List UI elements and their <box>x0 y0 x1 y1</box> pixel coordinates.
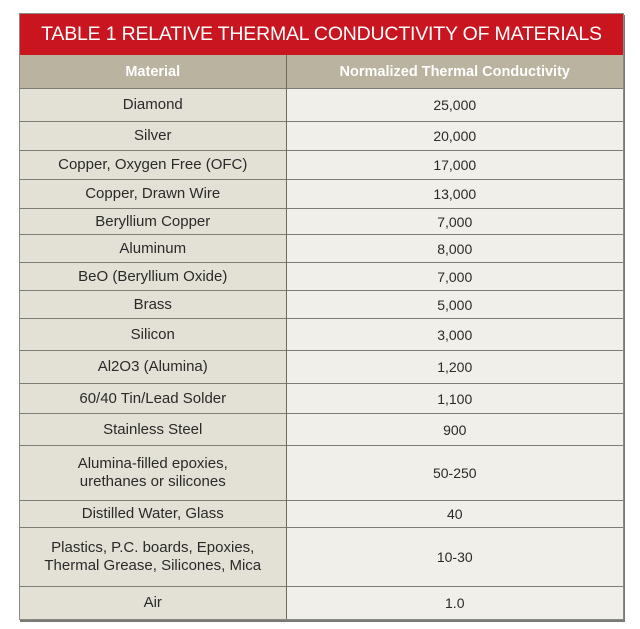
material-cell: Alumina-filled epoxies, urethanes or sili… <box>20 445 287 501</box>
material-line: Thermal Grease, Silicones, Mica <box>44 557 262 574</box>
table-row: Al2O3 (Alumina) 1,200 <box>20 350 623 384</box>
conductivity-cell: 40 <box>286 500 623 528</box>
material-cell: Diamond <box>20 88 287 122</box>
conductivity-cell: 3,000 <box>286 318 623 351</box>
material-cell: Air <box>20 586 287 619</box>
material-cell: Al2O3 (Alumina) <box>20 350 287 384</box>
conductivity-cell: 1,200 <box>286 350 623 384</box>
conductivity-cell: 1,100 <box>286 383 623 414</box>
material-line: Alumina-filled epoxies, <box>77 455 228 472</box>
table-title: TABLE 1 RELATIVE THERMAL CONDUCTIVITY OF… <box>20 14 623 55</box>
header-conductivity: Normalized Thermal Conductivity <box>286 55 623 89</box>
table-row: Beryllium Copper 7,000 <box>20 208 623 235</box>
material-cell: Brass <box>20 290 287 319</box>
data-table: Material Normalized Thermal Conductivity… <box>20 55 623 619</box>
table-row: Copper, Oxygen Free (OFC) 17,000 <box>20 150 623 180</box>
material-cell: BeO (Beryllium Oxide) <box>20 262 287 291</box>
table-row: 60/40 Tin/Lead Solder 1,100 <box>20 383 623 414</box>
conductivity-cell: 8,000 <box>286 234 623 263</box>
thermal-conductivity-table: TABLE 1 RELATIVE THERMAL CONDUCTIVITY OF… <box>19 13 624 620</box>
conductivity-cell: 20,000 <box>286 121 623 151</box>
material-cell: Beryllium Copper <box>20 208 287 235</box>
material-line: urethanes or silicones <box>79 473 226 490</box>
material-cell: Copper, Oxygen Free (OFC) <box>20 150 287 180</box>
table-row: Silver 20,000 <box>20 121 623 151</box>
table-body: Diamond 25,000 Silver 20,000 Copper, Oxygen … <box>20 88 623 619</box>
table-row: Silicon 3,000 <box>20 318 623 351</box>
table-row: Alumina-filled epoxies, urethanes or sili… <box>20 445 623 501</box>
material-cell: Silicon <box>20 318 287 351</box>
conductivity-cell: 10-30 <box>286 527 623 587</box>
conductivity-cell: 13,000 <box>286 179 623 209</box>
table-row: Copper, Drawn Wire 13,000 <box>20 179 623 209</box>
material-cell: Copper, Drawn Wire <box>20 179 287 209</box>
conductivity-cell: 7,000 <box>286 208 623 235</box>
conductivity-cell: 5,000 <box>286 290 623 319</box>
table-row: Brass 5,000 <box>20 290 623 319</box>
table-row: Plastics, P.C. boards, Epoxies, Thermal G… <box>20 527 623 587</box>
conductivity-cell: 1.0 <box>286 586 623 619</box>
material-cell: Aluminum <box>20 234 287 263</box>
material-cell: Stainless Steel <box>20 413 287 446</box>
conductivity-cell: 25,000 <box>286 88 623 122</box>
header-row: Material Normalized Thermal Conductivity <box>20 55 623 89</box>
table-row: Stainless Steel 900 <box>20 413 623 446</box>
table-row: Distilled Water, Glass 40 <box>20 500 623 528</box>
conductivity-cell: 50-250 <box>286 445 623 501</box>
material-cell: Plastics, P.C. boards, Epoxies, Thermal G… <box>20 527 287 587</box>
conductivity-cell: 7,000 <box>286 262 623 291</box>
conductivity-cell: 17,000 <box>286 150 623 180</box>
table-row: Diamond 25,000 <box>20 88 623 122</box>
material-line: Plastics, P.C. boards, Epoxies, <box>51 539 255 556</box>
material-cell: 60/40 Tin/Lead Solder <box>20 383 287 414</box>
table-row: BeO (Beryllium Oxide) 7,000 <box>20 262 623 291</box>
header-material: Material <box>20 55 287 89</box>
conductivity-cell: 900 <box>286 413 623 446</box>
table-row: Air 1.0 <box>20 586 623 619</box>
material-cell: Silver <box>20 121 287 151</box>
material-cell: Distilled Water, Glass <box>20 500 287 528</box>
table-row: Aluminum 8,000 <box>20 234 623 263</box>
